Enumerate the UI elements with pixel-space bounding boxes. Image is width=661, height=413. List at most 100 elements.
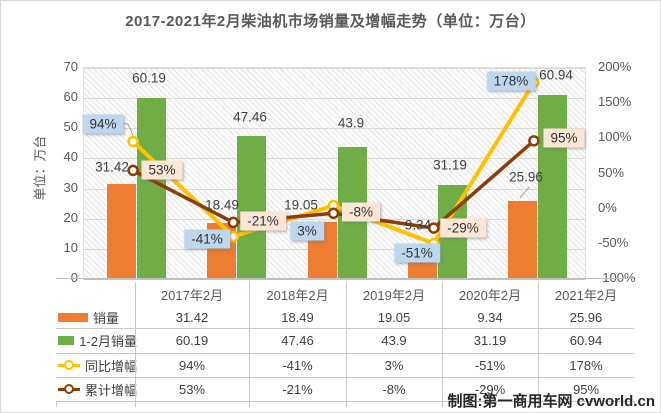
yoy-growth-label: 3% [290,221,324,241]
left-axis-tick: 50 [63,119,78,135]
table-value-cell: 18.49 [281,310,314,325]
right-axis-tick: -100% [598,270,636,285]
right-axis-tick: 150% [598,94,632,110]
table-rule [538,282,539,401]
cumulative-growth-label: -21% [240,211,286,231]
left-axis-tick: 40 [63,149,78,165]
table-rule [56,278,634,279]
bar-value-label: 31.19 [433,157,467,173]
table-value-cell: 31.42 [175,310,209,325]
table-value-cell: 9.34 [477,310,503,325]
bar-value-label: 43.9 [337,115,365,131]
table-rule [346,282,347,401]
table-value-cell: 47.46 [281,333,314,348]
legend-item: 累计增幅 [56,377,137,401]
table-value-cell: 60.94 [569,333,603,348]
table-rule [56,401,634,402]
bar-value-label: 19.05 [284,197,318,213]
table-rule [538,401,539,407]
sales-bar [107,184,136,279]
table-value-cell: 31.19 [473,333,507,348]
table-value-cell: 43.9 [381,333,407,348]
table-rule [135,401,136,407]
bar-value-label: 9.34 [404,217,432,233]
table-rule [249,401,250,407]
right-axis-tick: 0% [598,199,617,215]
bar-value-label: 31.42 [95,159,129,175]
grid-line [84,68,585,69]
yoy-growth-label: 94% [82,114,124,134]
table-value-cell: -8% [382,381,406,397]
table-value-cell: -51% [474,357,506,373]
legend-label: 累计增幅 [84,382,137,398]
chart-title: 2017-2021年2月柴油机市场销量及增幅走势（单位：万台） [125,13,536,30]
table-rule [56,353,634,354]
right-axis-tick: 200% [598,59,632,74]
table-header-year: 2018年2月 [266,288,329,303]
legend-label: 销量 [93,311,120,326]
table-value-cell: 178% [569,357,603,373]
cumulative-sales-bar [137,97,166,279]
bar-value-label: 18.49 [205,197,239,213]
line-marker-icon [63,384,74,394]
table-value-cell: -41% [282,357,313,373]
right-axis-tick: 50% [598,164,625,180]
table-header-year: 2019年2月 [362,288,426,303]
table-header-year: 2017年2月 [160,288,224,303]
table-rule [442,401,443,407]
left-axis-tick: 0 [40,270,78,286]
table-rule [346,401,347,407]
legend-item: 销量 [56,307,137,328]
cumulative-sales-swatch-icon [58,336,75,345]
yoy-line-swatch-icon [58,360,80,370]
left-axis-tick: 20 [63,209,78,225]
table-rule [634,401,635,407]
bar-value-label: 60.19 [132,70,166,86]
left-axis-tick: 30 [63,179,78,195]
table-rule [442,282,443,401]
table-rule [249,282,250,401]
table-value-cell: 19.05 [377,310,411,325]
legend-label: 同比增幅 [84,358,137,374]
table-value-cell: 53% [178,381,206,397]
cumulative-sales-bar [237,135,266,279]
yoy-growth-label: 178% [486,71,536,91]
table-value-cell: 94% [178,357,206,373]
line-marker-icon [63,360,74,370]
table-header-year: 2021年2月 [554,288,618,303]
table-value-cell: -29% [474,381,506,397]
cumulative-growth-label: -8% [341,202,381,222]
yoy-growth-label: -41% [184,229,230,249]
table-rule [56,328,634,329]
left-axis-tick: 60 [63,89,78,105]
cumulative-growth-label: 53% [141,160,183,180]
table-value-cell: 60.19 [175,333,209,348]
legend-label: 1-2月销量 [79,334,137,349]
sales-swatch-icon [58,313,88,322]
table-rule [135,282,136,401]
cumulative-line-swatch-icon [58,384,80,394]
yoy-growth-label: -51% [394,243,440,263]
table-header-year: 2020年2月 [458,288,522,303]
grid-line [84,279,585,280]
table-rule [56,377,634,378]
legend-item: 1-2月销量 [56,328,137,353]
cumulative-growth-label: -29% [440,218,486,238]
table-value-cell: 3% [384,357,404,373]
sales-bar [508,200,537,279]
bar-value-label: 25.96 [509,169,543,185]
bar-value-label: 47.46 [233,109,267,125]
table-value-cell: 25.96 [569,310,603,325]
left-axis-tick: 70 [63,59,78,74]
cumulative-sales-bar [538,95,567,279]
bar-value-label: 60.94 [539,67,573,83]
credit-watermark: 制图:第一商用车网 cvworld.cn [447,393,655,410]
right-axis-tick: -50% [598,234,629,250]
legend-item: 同比增幅 [56,353,137,377]
right-axis-tick: 100% [598,129,632,145]
left-axis-tick: 10 [63,239,78,255]
table-value-cell: -21% [282,381,313,397]
table-value-cell: 95% [572,381,600,397]
cumulative-growth-label: 95% [543,128,585,148]
